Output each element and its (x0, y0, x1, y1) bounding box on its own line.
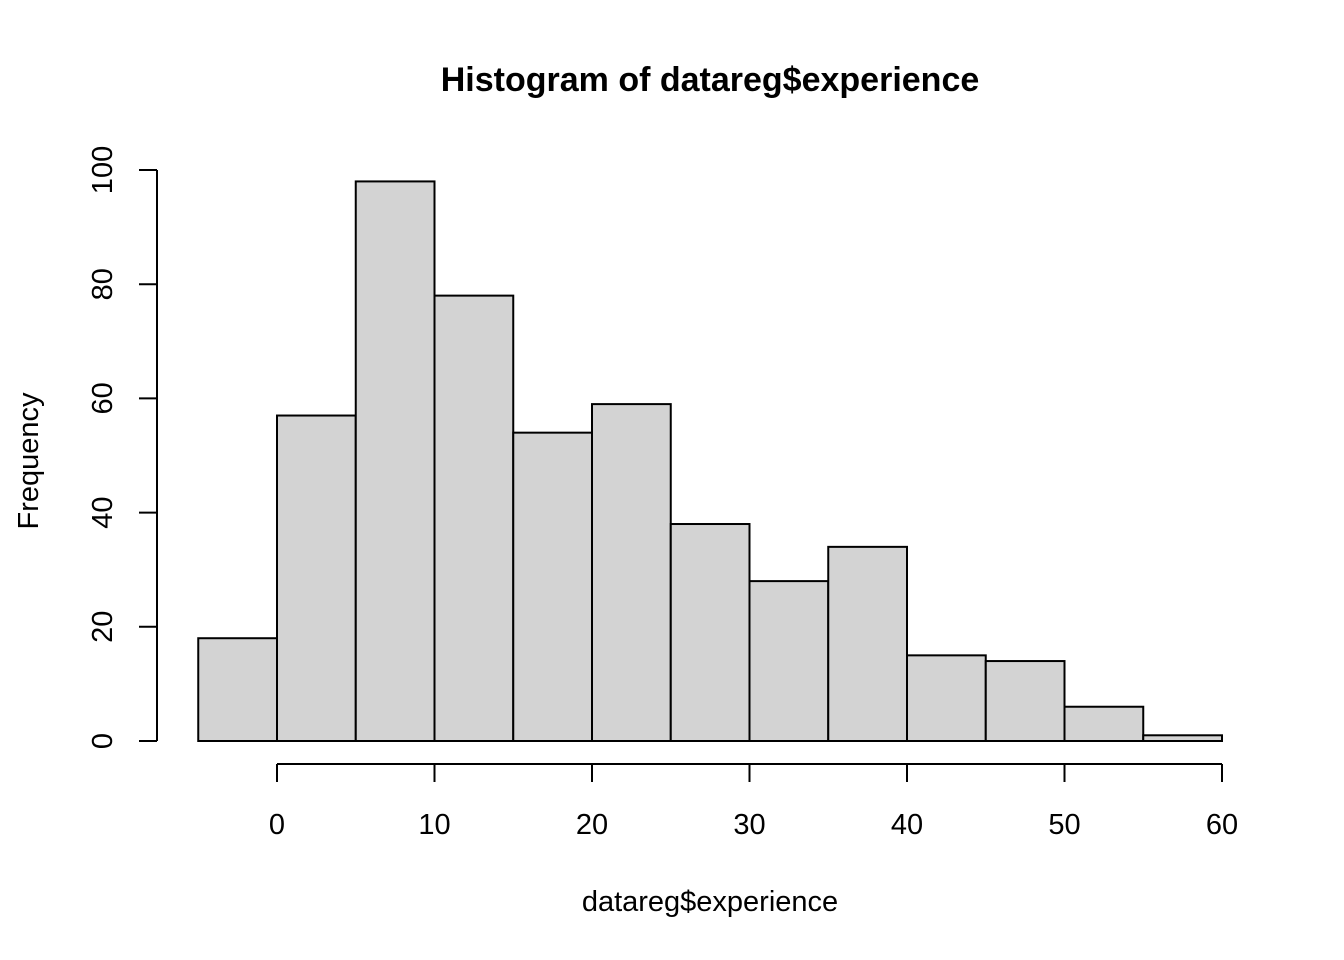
x-tick-label: 30 (733, 809, 765, 841)
y-axis-label: Frequency (13, 392, 45, 530)
bars-group (197, 180, 1223, 743)
histogram-bar (276, 414, 357, 742)
histogram-bar (591, 403, 672, 742)
histogram-bar (1063, 705, 1145, 742)
y-tick-label: 20 (87, 611, 119, 643)
y-axis: 0 20 40 60 80 100 (87, 146, 158, 749)
chart-title: Histogram of datareg$experience (441, 61, 980, 99)
histogram-bar (906, 654, 987, 742)
histogram-bar (827, 545, 908, 742)
x-tick-label: 50 (1048, 809, 1080, 841)
histogram-bar (197, 637, 278, 742)
x-tick-label: 20 (576, 809, 608, 841)
histogram-bar (748, 580, 830, 742)
x-axis: 0 10 20 30 40 50 60 (269, 763, 1238, 841)
y-tick-label: 80 (87, 268, 119, 300)
x-tick-label: 60 (1206, 809, 1238, 841)
x-tick-label: 40 (891, 809, 923, 841)
x-tick-label: 0 (269, 809, 285, 841)
x-axis-label: datareg$experience (582, 886, 838, 918)
histogram-bar (512, 431, 593, 742)
histogram-bar (433, 294, 515, 742)
histogram-bar (1142, 734, 1223, 742)
histogram-bar (984, 660, 1066, 742)
y-tick-label: 60 (87, 382, 119, 414)
histogram-bar (669, 523, 751, 743)
y-tick-label: 100 (87, 146, 119, 194)
histogram-bar (354, 180, 436, 743)
y-tick-label: 40 (87, 496, 119, 528)
x-tick-label: 10 (418, 809, 450, 841)
y-tick-label: 0 (87, 733, 119, 749)
